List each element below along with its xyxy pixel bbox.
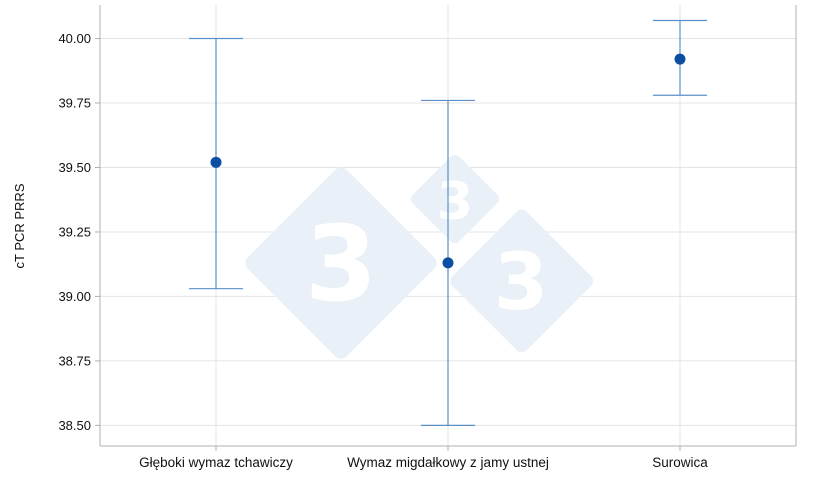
watermark-digit-right: 3 (494, 238, 548, 328)
x-axis-ticks: Głęboki wymaz tchawiczy Wymaz migdałkowy … (139, 446, 708, 470)
y-tick-label: 39.75 (58, 96, 91, 111)
y-axis-title: cT PCR PRRS (12, 183, 27, 268)
y-tick-label: 38.50 (58, 418, 91, 433)
watermark-digit-large: 3 (305, 203, 377, 325)
x-tick-label: Głęboki wymaz tchawiczy (139, 455, 293, 470)
y-tick-label: 40.00 (58, 31, 91, 46)
y-tick-label: 39.00 (58, 289, 91, 304)
watermark-diamond-right (450, 209, 594, 353)
mean-points (210, 53, 686, 269)
watermark-diamond-large (245, 167, 437, 359)
watermark-logo: 3 3 3 (245, 154, 594, 359)
y-tick-label: 39.25 (58, 224, 91, 239)
y-tick-label: 39.50 (58, 160, 91, 175)
watermark-diamond-small (410, 154, 500, 244)
y-axis-ticks: 38.50 38.75 39.00 39.25 39.50 39.75 40.00 (58, 31, 100, 433)
mean-point (210, 156, 222, 168)
x-tick-label: Wymaz migdałkowy z jamy ustnej (347, 455, 549, 470)
x-tick-label: Surowica (652, 455, 708, 470)
watermark-digit-small: 3 (437, 172, 473, 232)
mean-point (674, 53, 686, 65)
mean-point (442, 257, 454, 269)
y-tick-label: 38.75 (58, 353, 91, 368)
